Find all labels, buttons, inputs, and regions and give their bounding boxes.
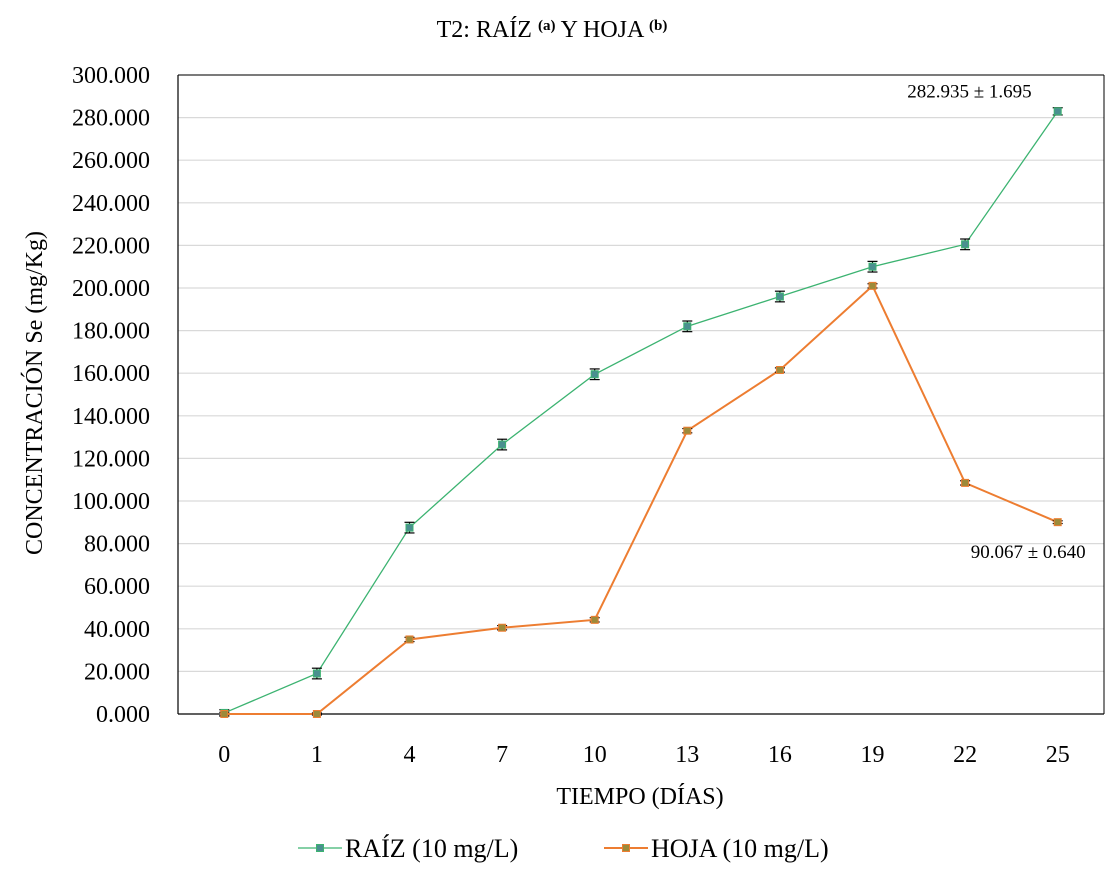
y-tick-labels: 0.000 20.000 40.000 60.000 80.000 100.000 120.… bbox=[72, 63, 150, 728]
y-tick-label: 260.000 bbox=[72, 148, 150, 174]
legend-item: HOJA (10 mg/L) bbox=[604, 834, 829, 863]
data-point bbox=[868, 262, 877, 271]
x-tick-label: 19 bbox=[861, 742, 885, 768]
x-tick-label: 16 bbox=[768, 742, 792, 768]
x-tick-label: 13 bbox=[675, 742, 699, 768]
series-line bbox=[224, 110, 1059, 714]
x-tick-label: 7 bbox=[496, 742, 508, 768]
series-hoja bbox=[219, 281, 1063, 718]
legend-label: HOJA (10 mg/L) bbox=[651, 834, 829, 863]
data-point bbox=[405, 635, 414, 644]
y-tick-label: 40.000 bbox=[84, 617, 150, 643]
data-point bbox=[961, 478, 970, 487]
x-tick-label: 1 bbox=[311, 742, 323, 768]
data-point bbox=[220, 710, 229, 718]
y-tick-label: 200.000 bbox=[72, 276, 150, 302]
y-tick-label: 0.000 bbox=[96, 702, 150, 728]
series-raiz bbox=[219, 107, 1063, 717]
data-point bbox=[498, 623, 507, 632]
data-point bbox=[1053, 107, 1062, 116]
data-point bbox=[590, 615, 599, 624]
gridlines bbox=[178, 74, 1104, 673]
y-tick-label: 300.000 bbox=[72, 63, 150, 89]
data-point bbox=[775, 366, 784, 375]
chart-title-part2: Y HOJA bbox=[555, 17, 649, 43]
x-tick-label: 0 bbox=[218, 742, 230, 768]
y-tick-label: 100.000 bbox=[72, 489, 150, 515]
x-tick-label: 22 bbox=[953, 742, 977, 768]
data-point bbox=[1053, 518, 1062, 527]
y-tick-label: 180.000 bbox=[72, 319, 150, 345]
chart-title: T2: RAÍZ (a) Y HOJA (b) bbox=[437, 17, 668, 43]
x-tick-label: 10 bbox=[583, 742, 607, 768]
data-point bbox=[868, 281, 877, 290]
y-tick-label: 80.000 bbox=[84, 532, 150, 558]
y-axis-label: CONCENTRACIÓN Se (mg/Kg) bbox=[21, 231, 48, 555]
data-point bbox=[683, 322, 692, 331]
data-label-annotation: 90.067 ± 0.640 bbox=[971, 542, 1086, 563]
data-point bbox=[498, 440, 507, 449]
annotations: 282.935 ± 1.695 90.067 ± 0.640 bbox=[907, 81, 1085, 563]
chart-title-sup-a: (a) bbox=[538, 18, 556, 34]
x-tick-label: 4 bbox=[404, 742, 416, 768]
y-tick-label: 20.000 bbox=[84, 659, 150, 685]
data-label-annotation: 282.935 ± 1.695 bbox=[907, 81, 1031, 102]
axes bbox=[177, 74, 1105, 715]
y-tick-label: 280.000 bbox=[72, 106, 150, 132]
chart-title-sup-b: (b) bbox=[649, 18, 667, 34]
data-point bbox=[405, 523, 414, 532]
legend-swatch-marker bbox=[622, 844, 630, 852]
series-line bbox=[224, 284, 1059, 715]
data-point bbox=[775, 292, 784, 301]
data-point bbox=[961, 240, 970, 249]
y-tick-label: 240.000 bbox=[72, 191, 150, 217]
y-tick-label: 60.000 bbox=[84, 574, 150, 600]
series-layer bbox=[219, 107, 1063, 718]
legend-swatch-marker bbox=[316, 844, 324, 852]
legend-item: RAÍZ (10 mg/L) bbox=[298, 834, 518, 863]
y-tick-label: 140.000 bbox=[72, 404, 150, 430]
data-point bbox=[312, 710, 321, 718]
chart-title-part1: T2: RAÍZ bbox=[437, 17, 538, 43]
y-tick-label: 220.000 bbox=[72, 233, 150, 259]
data-point bbox=[683, 426, 692, 435]
legend: RAÍZ (10 mg/L) HOJA (10 mg/L) bbox=[298, 834, 829, 863]
y-tick-label: 160.000 bbox=[72, 361, 150, 387]
x-tick-label: 25 bbox=[1046, 742, 1070, 768]
data-point bbox=[312, 669, 321, 678]
y-tick-label: 120.000 bbox=[72, 446, 150, 472]
legend-label: RAÍZ (10 mg/L) bbox=[345, 834, 518, 863]
x-tick-labels: 0 1 4 7 10 13 16 19 22 25 bbox=[218, 742, 1069, 768]
data-point bbox=[590, 370, 599, 379]
x-axis-label: TIEMPO (DÍAS) bbox=[556, 784, 723, 810]
